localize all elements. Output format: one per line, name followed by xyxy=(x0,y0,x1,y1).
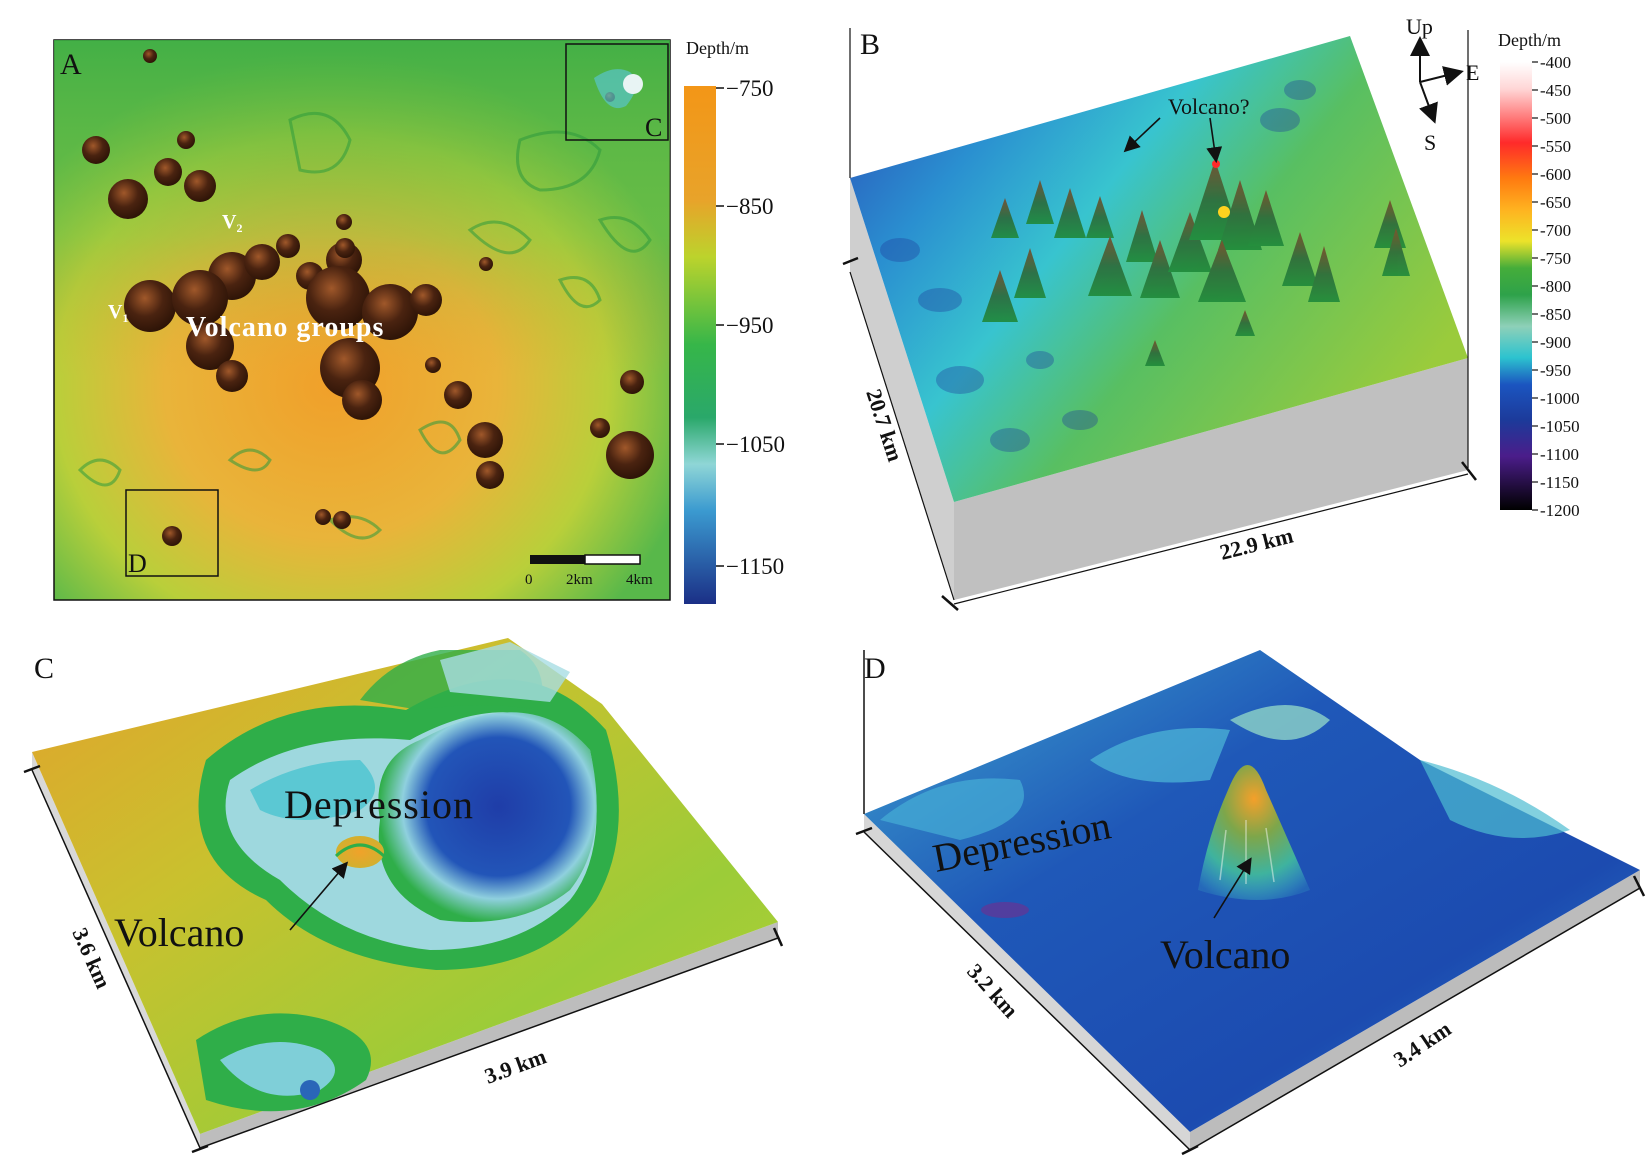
colorbar-b-tick-label: -650 xyxy=(1540,193,1571,212)
panel-b xyxy=(842,28,1532,611)
colorbar-a-tick-2: −950 xyxy=(726,313,773,338)
label-volcano-question: Volcano? xyxy=(1168,94,1249,119)
colorbar-a-tick-1: −850 xyxy=(726,194,773,219)
colorbar-a-title: Depth/m xyxy=(686,38,749,58)
panel-d-side-left xyxy=(864,814,1190,1150)
colorbar-b xyxy=(1500,62,1532,510)
scale-tick-0: 0 xyxy=(525,572,533,588)
label-volcano-c: Volcano xyxy=(114,910,244,955)
panel-a-letter: A xyxy=(60,48,82,81)
panel-b-peaks xyxy=(982,160,1410,366)
scale-tick-4km: 4km xyxy=(626,572,653,588)
colorbar-b-tick-label: -700 xyxy=(1540,221,1571,240)
colorbar-b-tick-label: -450 xyxy=(1540,81,1571,100)
panel-c xyxy=(23,638,784,1154)
inset-label-d: D xyxy=(128,549,147,578)
scale-bar xyxy=(530,554,641,565)
colorbar-b-tick-label: -1000 xyxy=(1540,389,1580,408)
colorbar-a-tick-3: −1050 xyxy=(726,432,785,457)
panel-c-letter: C xyxy=(34,652,54,685)
inset-box-d xyxy=(125,489,219,577)
panel-d-letter: D xyxy=(864,652,886,685)
colorbar-b-ticks: -400 -450 -500 -550 -600 -650 -700 -750 -800 -850… xyxy=(1532,53,1580,520)
colorbar-b-tick-label: -950 xyxy=(1540,361,1571,380)
scale-tick-2km: 2km xyxy=(566,572,593,588)
panel-b-side-left xyxy=(850,178,954,600)
colorbar-b-tick-label: -500 xyxy=(1540,109,1571,128)
colorbar-b-tick-label: -750 xyxy=(1540,249,1571,268)
colorbar-b-tick-label: -1200 xyxy=(1540,501,1580,520)
colorbar-b-tick-label: -400 xyxy=(1540,53,1571,72)
label-depression-c: Depression xyxy=(284,782,474,827)
label-volcano-d: Volcano xyxy=(1160,932,1290,977)
panel-c-side-left xyxy=(32,752,200,1148)
colorbar-b-tick-label: -1100 xyxy=(1540,445,1579,464)
compass-east: E xyxy=(1466,60,1479,85)
label-v2: V2 xyxy=(222,211,242,235)
panel-b-letter: B xyxy=(860,28,880,61)
colorbar-a xyxy=(684,86,716,604)
colorbar-a-tick-0: −750 xyxy=(726,76,773,101)
label-volcano-groups: Volcano groups xyxy=(186,312,384,343)
volcano-cones-a xyxy=(82,49,654,546)
colorbar-b-tick-label: -550 xyxy=(1540,137,1571,156)
colorbar-b-tick-label: -800 xyxy=(1540,277,1571,296)
panel-a xyxy=(53,39,724,604)
colorbar-b-tick-label: -850 xyxy=(1540,305,1571,324)
panel-b-side-front xyxy=(954,358,1468,600)
volcano-d xyxy=(1198,765,1310,900)
colorbar-b-tick-label: -1050 xyxy=(1540,417,1580,436)
inset-label-c: C xyxy=(645,113,662,142)
volcano-c xyxy=(336,836,384,868)
colorbar-b-title: Depth/m xyxy=(1498,30,1561,50)
colorbar-b-tick-label: -900 xyxy=(1540,333,1571,352)
colorbar-a-tick-4: −1150 xyxy=(726,554,784,579)
panel-d xyxy=(855,650,1646,1156)
compass-south: S xyxy=(1424,130,1436,155)
inset-box-c xyxy=(565,43,669,141)
panel-c-dim-width: 3.9 km xyxy=(481,1043,549,1088)
label-v1: V1 xyxy=(108,301,128,325)
colorbar-b-tick-label: -600 xyxy=(1540,165,1571,184)
panel-d-side-front xyxy=(1190,870,1640,1150)
compass xyxy=(1410,36,1464,124)
compass-up: Up xyxy=(1406,14,1433,39)
colorbar-b-tick-label: -1150 xyxy=(1540,473,1579,492)
